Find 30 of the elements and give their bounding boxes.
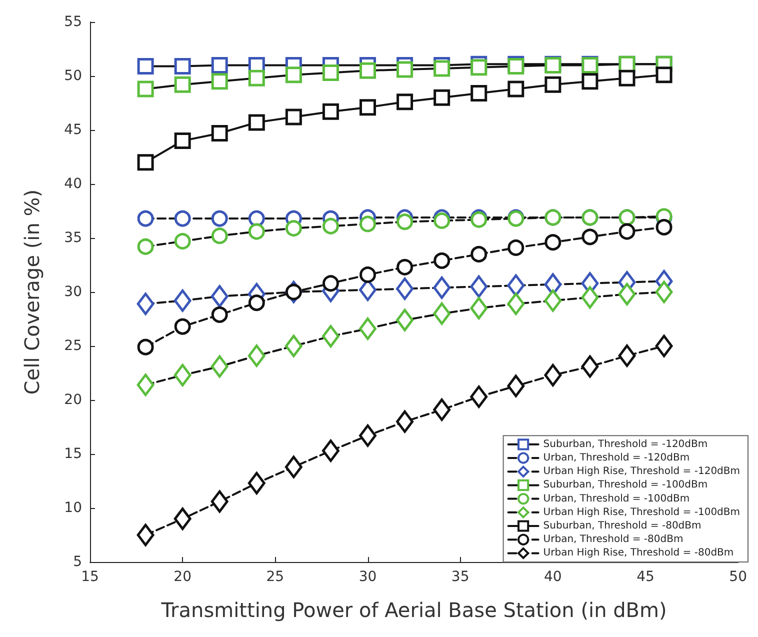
y-tick-label: 30 [64,284,82,300]
x-tick-label: 45 [636,569,654,585]
y-tick-label: 35 [64,230,82,246]
legend-label: Suburban, Threshold = -80dBm [543,520,702,532]
legend-label: Suburban, Threshold = -100dBm [543,480,708,491]
legend-label: Urban, Threshold = -80dBm [543,534,684,546]
x-tick-label: 20 [174,569,192,585]
y-tick-label: 50 [64,68,82,84]
legend-label: Urban High Rise, Threshold = -100dBm [543,506,740,518]
y-tick-label: 10 [64,500,82,516]
y-tick-label: 20 [64,392,82,408]
x-tick-label: 50 [729,569,748,585]
x-tick-label: 35 [451,569,470,585]
legend-label: Suburban, Threshold = -120dBm [543,438,708,450]
x-tick-label: 15 [81,569,99,585]
y-tick-label: 55 [64,14,82,30]
x-axis-title: Transmitting Power of Aerial Base Station (in dBm) [160,598,667,622]
legend-label: Urban, Threshold = -100dBm [543,493,690,504]
y-axis-title: Cell Coverage (in %) [20,189,44,395]
y-tick-label: 40 [64,176,82,192]
legend-label: Urban, Threshold = -120dBm [543,452,690,464]
y-tick-label: 45 [64,122,82,138]
y-tick-label: 15 [64,446,82,462]
y-tick-label: 25 [64,338,82,354]
x-tick-label: 40 [544,569,562,585]
legend-label: Urban High Rise, Threshold = -120dBm [543,466,740,478]
y-tick-label: 5 [73,554,82,570]
x-tick-label: 25 [266,569,284,585]
legend-label: Urban High Rise, Threshold = -80dBm [543,548,734,559]
x-tick-label: 30 [358,569,377,585]
